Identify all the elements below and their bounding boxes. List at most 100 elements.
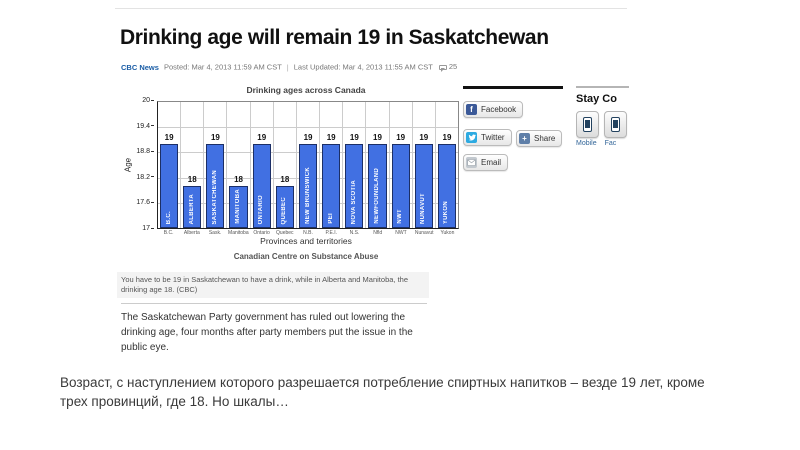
share-button-label: Email: [481, 158, 502, 167]
article-paragraph: The Saskatchewan Party government has ru…: [121, 312, 413, 353]
chart-source: Canadian Centre on Substance Abuse: [233, 252, 379, 261]
share-button[interactable]: + Share: [516, 130, 563, 147]
x-tick-label: B.C.: [163, 230, 174, 236]
chart: Drinking ages across Canada Age 20 19.4 18…: [119, 85, 463, 261]
x-tick-label: NWT: [395, 230, 407, 236]
bar-nunavut: NUNAVUT: [414, 144, 433, 228]
bar-nwt: NWT: [391, 144, 410, 228]
bar-value-label: 19: [419, 133, 429, 143]
share-column-rule: [463, 86, 563, 89]
bar-value-label: 19: [442, 133, 452, 143]
source-link[interactable]: CBC News: [121, 62, 159, 72]
share-button-label: Twitter: [481, 132, 505, 142]
bar-sask: SASKATCHEWAN: [206, 144, 225, 228]
share-icon: +: [519, 133, 531, 144]
chart-plot: 19 B.C. 18 ALBERTA 19 SASKATCHEWAN 18 MANITOBA 1…: [157, 101, 459, 229]
bar-value-label: 19: [326, 133, 336, 143]
email-share-button[interactable]: Email: [463, 154, 509, 171]
facebook-app-label[interactable]: Fac: [604, 140, 617, 147]
bar-label: MANITOBA: [235, 189, 242, 224]
bar-label: NEW BRUNSWICK: [304, 167, 311, 224]
bar-column: 18 ALBERTA: [180, 102, 203, 228]
bar-column: 19 NWT: [388, 102, 412, 228]
bar-column: 19 NOVA SCOTIA: [342, 102, 365, 228]
top-divider: [115, 8, 627, 9]
x-tick-label: N.B.: [303, 230, 313, 236]
x-tick-label: N.S.: [349, 230, 360, 236]
bar-yukon: YUKON: [437, 144, 457, 228]
email-icon: [466, 157, 477, 168]
bar-quebec: QUEBEC: [275, 186, 294, 228]
bar-column: 19 NEW BRUNSWICK: [295, 102, 319, 228]
bar-nb: NEW BRUNSWICK: [298, 144, 318, 228]
bar-alberta: ALBERTA: [183, 186, 202, 228]
bar-label: NWT: [397, 209, 404, 224]
stay-connected-labels: Mobile Fac: [576, 140, 629, 148]
bar-label: ALBERTA: [188, 193, 195, 224]
bar-label: PEI: [327, 213, 334, 224]
bar-column: 19 NEWFOUNDLAND: [365, 102, 388, 228]
x-tick-label: Nfld: [373, 230, 383, 236]
bar-label: ONTARIO: [258, 194, 265, 224]
x-tick-label: Alberta: [183, 230, 200, 236]
bar-column: 19 NUNAVUT: [411, 102, 435, 228]
bar-column: 18 MANITOBA: [226, 102, 249, 228]
bar-column: 19 SASKATCHEWAN: [203, 102, 226, 228]
x-tick-label: Yukon: [440, 230, 455, 236]
share-button-label: Facebook: [481, 105, 517, 114]
y-tick-label: 17.6: [136, 199, 154, 207]
mobile-app-button[interactable]: [576, 111, 599, 138]
y-tick-label: 17: [142, 225, 154, 233]
bar-value-label: 19: [303, 133, 313, 143]
section-divider: [121, 303, 427, 304]
stay-connected-apps: [576, 111, 629, 138]
bar-column: 19 PEI: [319, 102, 342, 228]
comment-count: 25: [448, 62, 458, 71]
bar-value-label: 19: [373, 133, 382, 143]
bar-bc: B.C.: [160, 144, 179, 228]
headline: Drinking age will remain 19 in Saskatche…: [120, 26, 549, 49]
stay-connected-rule: [576, 86, 629, 88]
x-tick-label: Manitoba: [228, 230, 249, 236]
bar-label: NUNAVUT: [420, 193, 427, 224]
bar-column: 18 QUEBEC: [272, 102, 296, 228]
twitter-share-button[interactable]: Twitter: [463, 128, 512, 146]
bar-manitoba: MANITOBA: [229, 186, 248, 228]
bar-value-label: 19: [164, 133, 174, 143]
bar-value-label: 19: [396, 133, 406, 143]
slide-caption: Возраст, с наступлением которого разреша…: [60, 375, 705, 409]
updated-date: Last Updated: Mar 4, 2013 11:55 AM CST: [293, 62, 433, 72]
facebook-app-icon: [611, 117, 620, 132]
chart-body: Age 20 19.4 18.8 18.2 17.6 17 19 B.C. 18 ALBERTA…: [119, 97, 463, 236]
stay-connected: Stay Co Mobile Fac: [576, 86, 629, 148]
mobile-app-label[interactable]: Mobile: [576, 140, 597, 147]
x-tick-label: Quebec: [276, 230, 294, 236]
bar-label: SASKATCHEWAN: [211, 169, 218, 225]
bar-ns: NOVA SCOTIA: [345, 144, 364, 228]
y-tick-label: 19.4: [136, 123, 154, 131]
facebook-app-button[interactable]: [604, 111, 627, 138]
bar-value-label: 19: [257, 133, 267, 143]
bar-column: 19 B.C.: [158, 102, 180, 228]
bar-ontario: ONTARIO: [252, 144, 271, 228]
y-tick-label: 18.8: [136, 148, 154, 156]
facebook-share-button[interactable]: f Facebook: [463, 101, 524, 118]
bar-nfld: NEWFOUNDLAND: [368, 144, 387, 228]
stay-connected-heading: Stay Co: [576, 93, 617, 105]
bar-value-label: 18: [187, 175, 197, 185]
bar-value-label: 19: [210, 133, 220, 143]
comment-bubble-icon: [438, 64, 447, 72]
x-tick-label: Nunavut: [414, 230, 434, 236]
x-tick-label: P.E.I.: [325, 230, 338, 236]
y-tick-label: 18.2: [136, 174, 154, 182]
bar-value-label: 18: [280, 175, 290, 185]
gridline: [158, 127, 458, 129]
mobile-phone-icon: [583, 117, 592, 132]
y-tick-label: 20: [142, 97, 154, 105]
twitter-icon: [466, 131, 477, 143]
chart-title: Drinking ages across Canada: [246, 85, 366, 95]
share-button-label: Share: [534, 134, 556, 143]
comment-count-link[interactable]: 25: [438, 62, 458, 72]
x-axis: B.C. Alberta Sask. Manitoba Ontario Quebec N.B…: [157, 230, 459, 236]
